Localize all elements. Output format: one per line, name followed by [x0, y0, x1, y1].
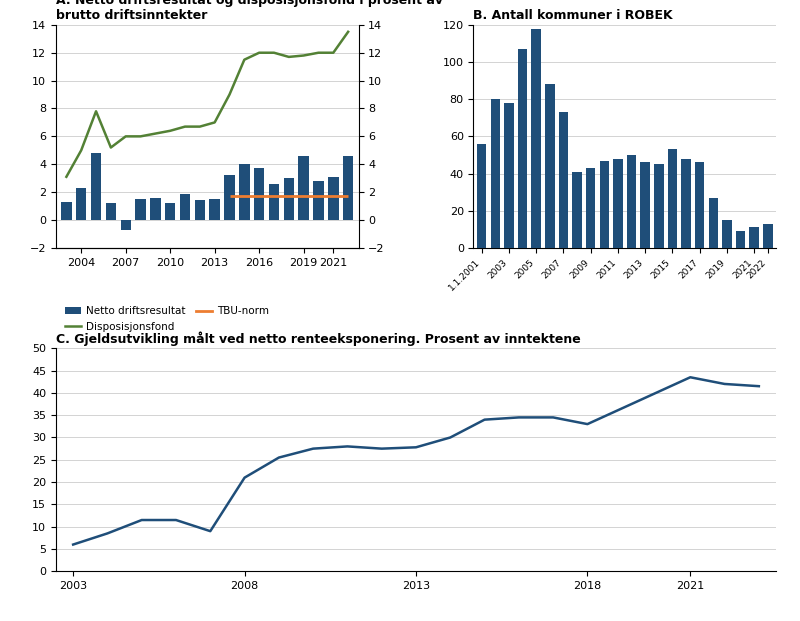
Bar — [558, 112, 568, 248]
Bar — [695, 162, 705, 248]
Bar — [284, 178, 294, 220]
Bar — [668, 150, 678, 248]
Bar — [254, 168, 264, 220]
Bar — [269, 184, 279, 220]
Bar — [722, 220, 732, 248]
Bar — [61, 202, 71, 220]
Bar — [121, 220, 131, 230]
Text: A. Netto driftsresultat og disposisjonsfond i prosent av
brutto driftsinntekter: A. Netto driftsresultat og disposisjonsf… — [56, 0, 443, 22]
Bar — [314, 181, 324, 220]
Bar — [626, 155, 636, 248]
Bar — [518, 49, 527, 248]
Bar — [194, 201, 205, 220]
Bar — [180, 194, 190, 220]
Bar — [328, 177, 338, 220]
Bar — [106, 203, 116, 220]
Bar — [613, 159, 622, 248]
Text: C. Gjeldsutvikling målt ved netto renteeksponering. Prosent av inntektene: C. Gjeldsutvikling målt ved netto rentee… — [56, 331, 581, 346]
Bar — [599, 161, 609, 248]
Bar — [641, 162, 650, 248]
Bar — [504, 103, 514, 248]
Bar — [343, 156, 354, 220]
Bar — [91, 153, 102, 220]
Bar — [490, 99, 500, 248]
Bar — [586, 168, 595, 248]
Bar — [750, 227, 759, 248]
Bar — [135, 199, 146, 220]
Bar — [298, 156, 309, 220]
Bar — [477, 144, 486, 248]
Bar — [545, 84, 554, 248]
Text: B. Antall kommuner i ROBEK: B. Antall kommuner i ROBEK — [474, 9, 673, 22]
Bar — [224, 175, 234, 220]
Bar — [709, 197, 718, 248]
Bar — [763, 224, 773, 248]
Bar — [210, 199, 220, 220]
Bar — [165, 203, 175, 220]
Bar — [682, 159, 691, 248]
Bar — [531, 29, 541, 248]
Bar — [239, 164, 250, 220]
Legend: Netto driftsresultat, Disposisjonsfond, TBU-norm: Netto driftsresultat, Disposisjonsfond, … — [62, 302, 273, 336]
Bar — [76, 188, 86, 220]
Bar — [736, 231, 746, 248]
Bar — [150, 197, 161, 220]
Bar — [572, 171, 582, 248]
Bar — [654, 164, 663, 248]
